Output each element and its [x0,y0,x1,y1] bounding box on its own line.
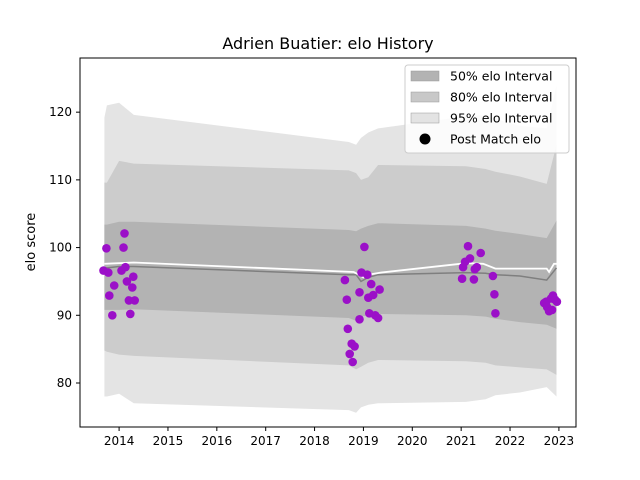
legend: 50% elo Interval 80% elo Interval 95% elo … [404,64,570,154]
post-match-point [355,288,364,297]
post-match-point [491,309,500,318]
x-tick-label: 2015 [153,434,184,448]
post-match-point [128,283,137,292]
post-match-point [122,277,132,286]
legend-label: Post Match elo [450,132,541,147]
post-match-point [457,274,467,284]
post-match-point [463,241,473,251]
x-tick-label: 2014 [104,434,135,448]
x-tick-label: 2020 [397,434,428,448]
post-match-point [373,313,383,323]
y-tick-label: 110 [49,173,72,187]
post-match-point [375,285,384,294]
legend-swatch [410,112,440,124]
post-match-point [342,295,352,305]
x-tick-label: 2018 [299,434,330,448]
x-tick-label: 2016 [202,434,233,448]
axes-frame [79,57,577,428]
post-match-point [119,243,128,252]
y-tick-label: 120 [49,105,72,119]
x-axis: 2014 2015 2016 2017 2018 2019 2020 2021 2022 2023 [104,427,574,448]
post-match-point [363,270,372,280]
post-match-point [366,279,376,289]
legend-label: 80% elo Interval [450,90,552,105]
post-match-point [105,291,114,300]
post-match-point [368,290,378,300]
post-match-point [102,244,111,253]
legend-box [404,64,570,154]
interval-bands [104,85,557,413]
post-match-point [343,324,353,334]
post-match-point [126,309,135,319]
x-tick-label: 2017 [250,434,281,448]
post-match-point [340,275,350,285]
post-match-point [109,281,119,290]
post-match-point [108,311,117,320]
post-match-point [120,229,129,238]
post-match-point [476,248,486,258]
post-match-point [547,305,557,315]
legend-swatch [410,70,440,82]
y-tick-label: 100 [49,241,72,255]
post-match-point [104,268,113,277]
x-tick-label: 2019 [348,434,379,448]
legend-label: 95% elo Interval [450,111,552,126]
post-match-point [350,342,359,351]
chart-title: Adrien Buatier: elo History [222,34,433,53]
y-tick-label: 90 [57,308,72,322]
x-tick-label: 2023 [544,434,575,448]
post-match-point [348,357,358,367]
post-match-point [130,296,139,305]
post-match-point [355,315,364,324]
post-match-point [129,272,138,282]
post-match-point [490,290,499,299]
x-tick-label: 2021 [446,434,477,448]
post-match-point [472,262,482,272]
legend-swatch [410,91,440,103]
legend-marker [419,133,431,145]
post-match-point [488,271,498,281]
y-tick-label: 80 [57,376,72,390]
post-match-points [99,229,562,367]
post-match-point [552,297,562,307]
post-match-point [469,275,479,284]
x-tick-label: 2022 [495,434,526,448]
post-match-point [360,242,369,252]
y-axis-label: elo score [24,213,39,272]
post-match-point [345,349,355,359]
post-match-point [121,262,130,272]
legend-label: 50% elo Interval [450,69,552,84]
plot-area [79,57,577,428]
y-axis: 80 90 100 110 120 [49,105,80,390]
post-match-point [465,254,475,263]
